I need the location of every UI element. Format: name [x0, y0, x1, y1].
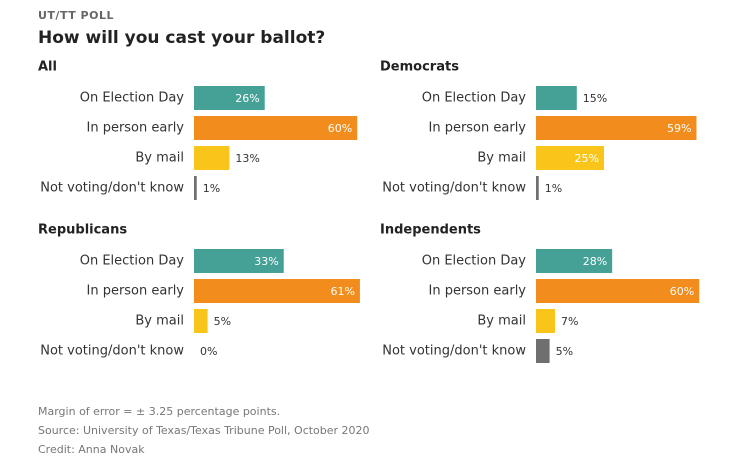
category-label: Not voting/don't know	[382, 344, 526, 359]
category-label: By mail	[135, 314, 184, 329]
category-label: By mail	[477, 314, 526, 329]
value-label: 7%	[561, 315, 578, 328]
bar	[536, 176, 539, 200]
value-label: 0%	[200, 345, 217, 358]
bar	[536, 309, 556, 333]
value-label: 13%	[235, 152, 259, 165]
category-label: Not voting/don't know	[40, 181, 184, 196]
category-label: On Election Day	[80, 91, 185, 106]
bar	[536, 279, 700, 303]
panel-title: Democrats	[380, 60, 459, 75]
bar	[194, 176, 197, 200]
value-label: 33%	[254, 255, 278, 268]
bar	[536, 146, 604, 170]
value-label: 26%	[235, 92, 259, 105]
bar	[536, 116, 697, 140]
category-label: Not voting/don't know	[382, 181, 526, 196]
bar	[194, 116, 358, 140]
panel-title: Independents	[380, 223, 481, 238]
bar	[536, 339, 550, 363]
category-label: By mail	[477, 151, 526, 166]
value-label: 5%	[214, 315, 231, 328]
value-label: 28%	[583, 255, 607, 268]
note: Margin of error = ± 3.25 percentage poin…	[38, 405, 280, 418]
panel-title: All	[38, 60, 57, 75]
value-label: 5%	[556, 345, 573, 358]
category-label: Not voting/don't know	[40, 344, 184, 359]
bar	[536, 249, 613, 273]
bar	[194, 279, 360, 303]
value-label: 60%	[670, 285, 694, 298]
title: How will you cast your ballot?	[38, 28, 325, 48]
value-label: 25%	[575, 152, 599, 165]
category-label: On Election Day	[80, 254, 185, 269]
category-label: By mail	[135, 151, 184, 166]
category-label: On Election Day	[422, 91, 527, 106]
panel-title: Republicans	[38, 223, 127, 238]
bar	[194, 146, 230, 170]
category-label: On Election Day	[422, 254, 527, 269]
bar	[536, 86, 577, 110]
value-label: 1%	[203, 182, 220, 195]
category-label: In person early	[428, 284, 526, 299]
category-label: In person early	[86, 284, 184, 299]
bar	[194, 249, 284, 273]
note: Credit: Anna Novak	[38, 443, 145, 456]
note: Source: University of Texas/Texas Tribun…	[38, 424, 370, 437]
value-label: 60%	[328, 122, 352, 135]
bar	[194, 86, 265, 110]
bar	[194, 309, 208, 333]
category-label: In person early	[428, 121, 526, 136]
kicker: UT/TT POLL	[38, 9, 114, 22]
value-label: 15%	[583, 92, 607, 105]
value-label: 59%	[667, 122, 691, 135]
value-label: 1%	[545, 182, 562, 195]
value-label: 61%	[330, 285, 354, 298]
category-label: In person early	[86, 121, 184, 136]
